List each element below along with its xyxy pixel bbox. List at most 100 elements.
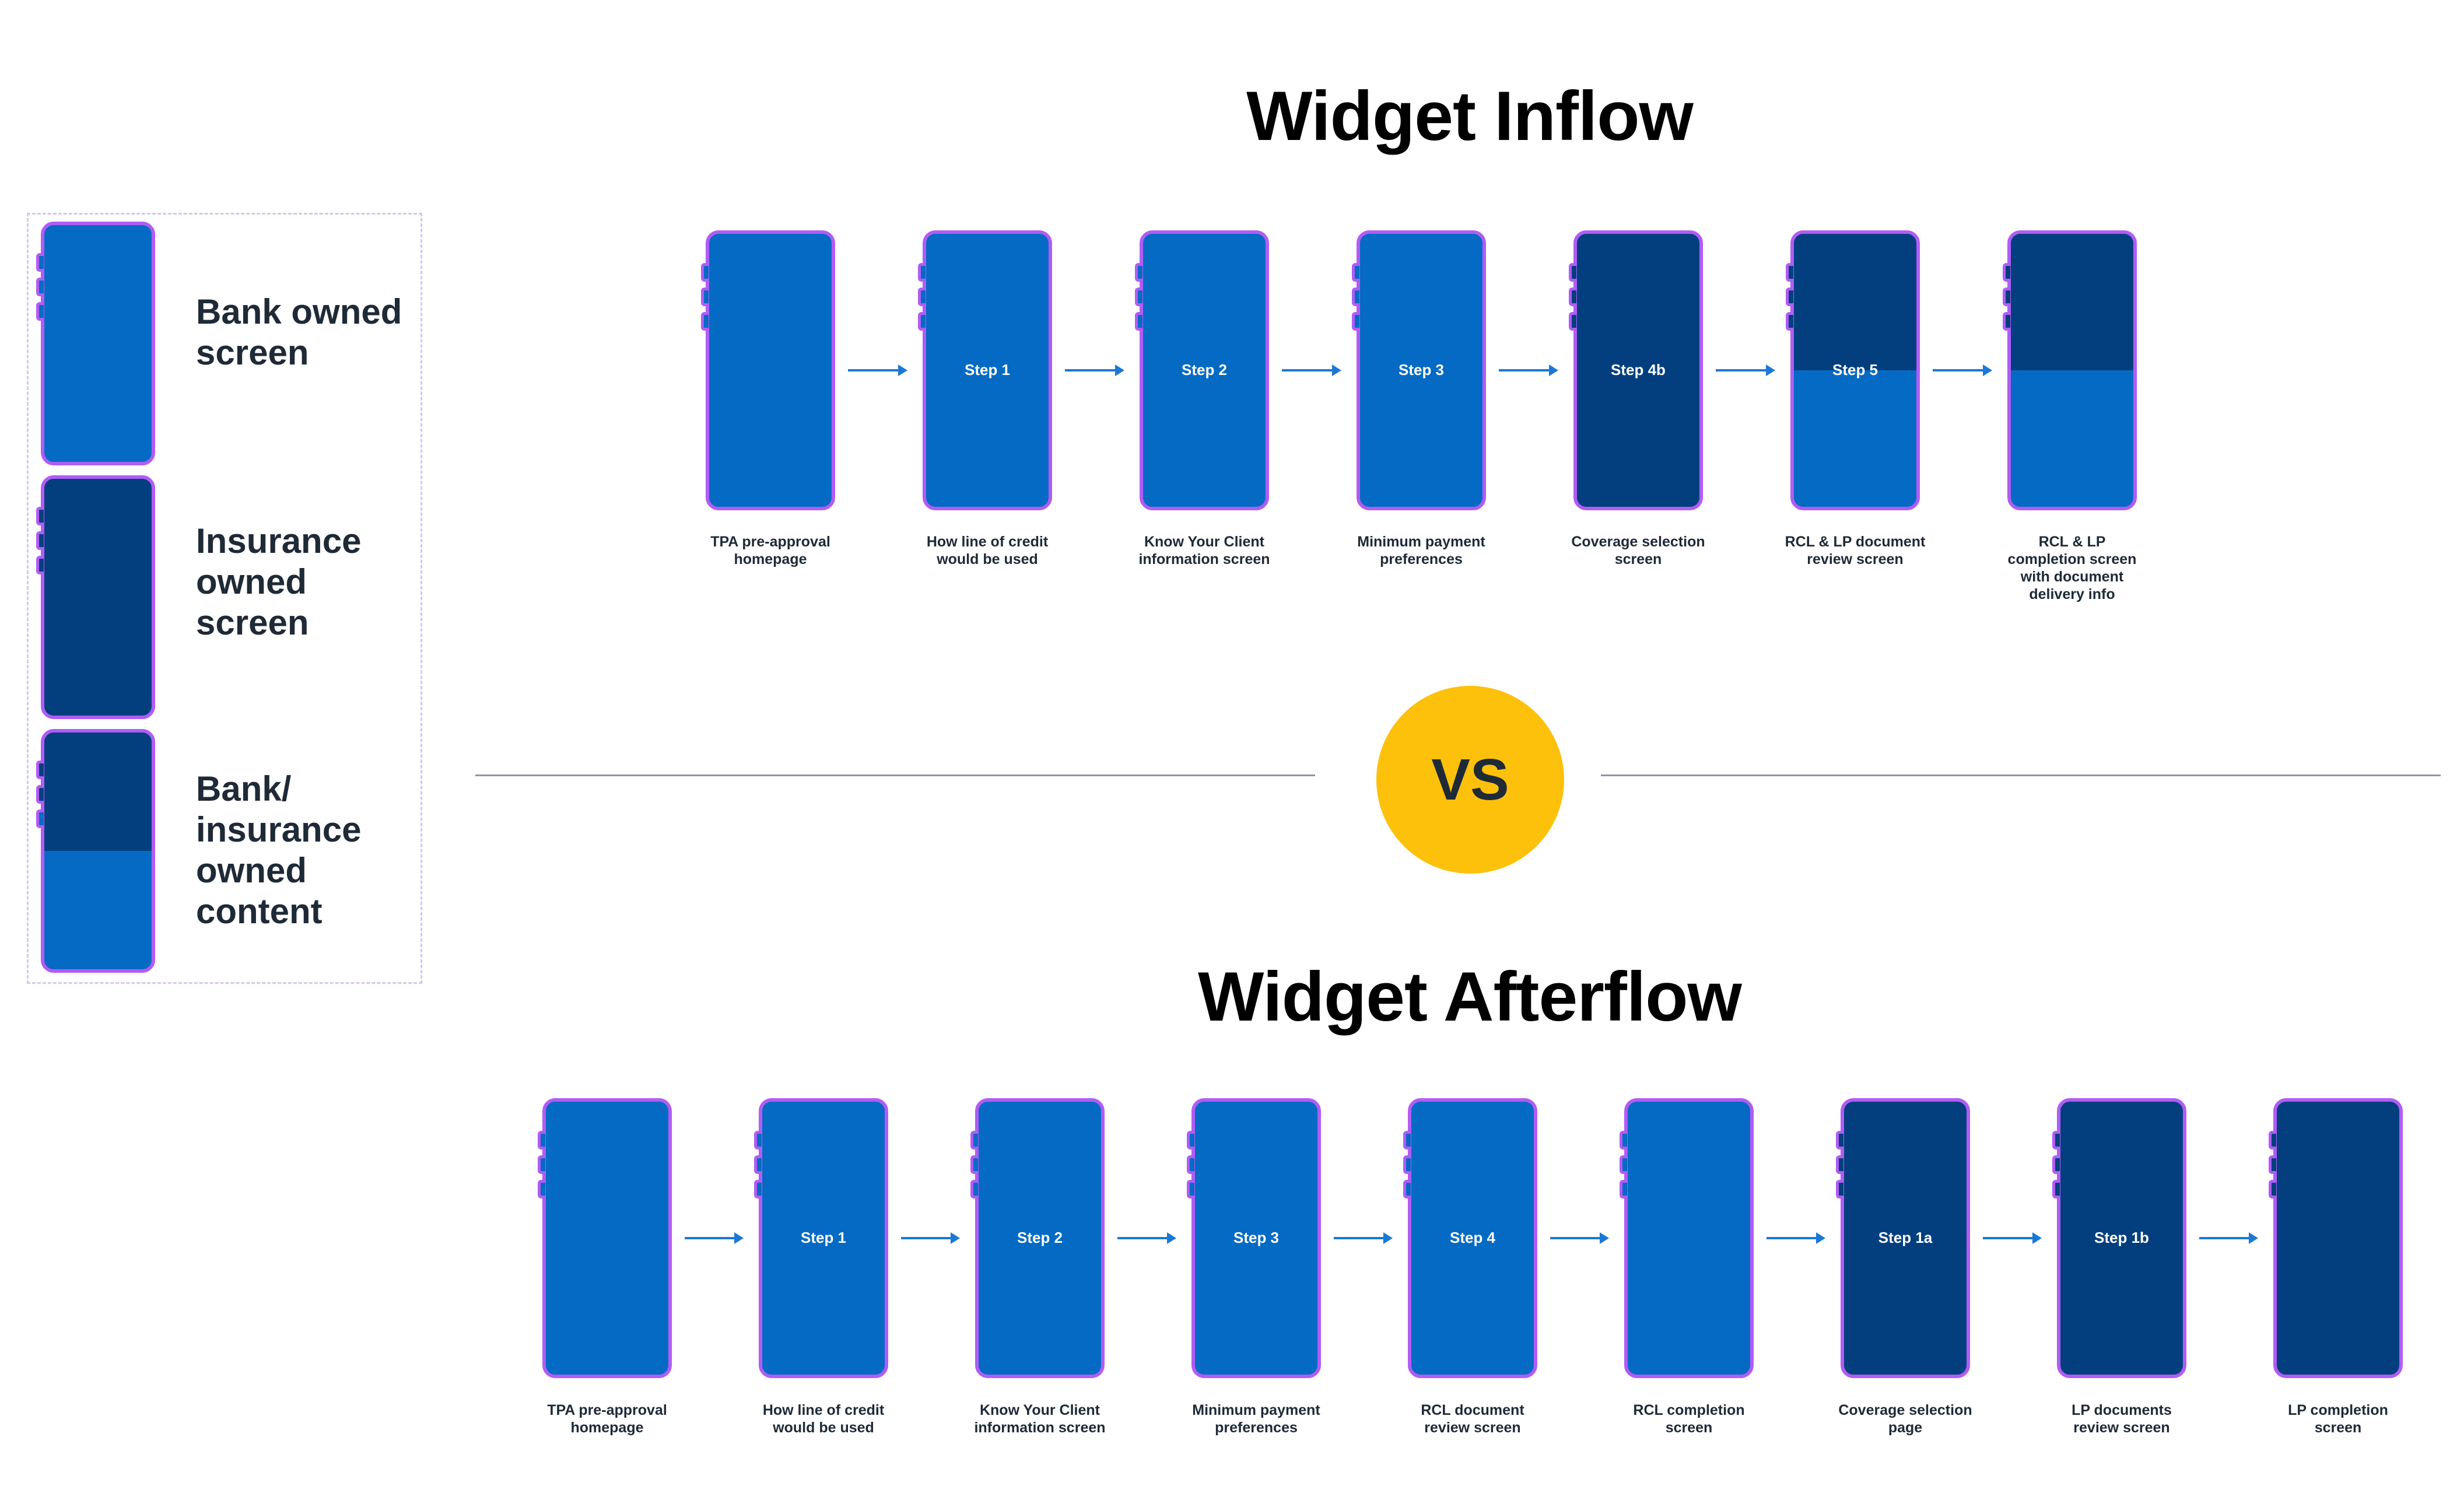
inflow-screen-7 xyxy=(2007,230,2137,510)
caption-line: LP completion xyxy=(2288,1402,2388,1418)
caption-line: preferences xyxy=(1380,551,1463,567)
phone-side-button xyxy=(1569,288,1576,306)
screen-caption: Coverage selection page xyxy=(1818,1401,1993,1436)
phone-side-button xyxy=(2003,263,2010,282)
flow-arrow xyxy=(1716,365,1775,376)
legend-insurance-notch xyxy=(36,531,44,550)
phone-side-button xyxy=(1135,288,1142,306)
caption-line: screen xyxy=(2314,1420,2362,1436)
flow-arrow xyxy=(1766,1232,1825,1244)
caption-line: delivery info xyxy=(2029,586,2115,602)
screen-caption: LP documents review screen xyxy=(2034,1401,2209,1436)
afterflow-title: Widget Afterflow xyxy=(1198,958,1742,1036)
inflow-screen-1 xyxy=(706,230,835,510)
phone-side-button xyxy=(1352,288,1359,306)
flow-arrow xyxy=(1933,365,1992,376)
phone-side-button xyxy=(701,288,709,306)
phone-side-button xyxy=(1403,1180,1411,1198)
phone-side-button xyxy=(1620,1131,1627,1149)
screen-caption: RCL completion screen xyxy=(1601,1401,1776,1436)
caption-line: screen xyxy=(1614,551,1662,567)
legend-mixed-notch xyxy=(36,760,44,779)
phone-side-button xyxy=(918,288,926,306)
caption-line: completion screen xyxy=(2007,551,2137,567)
flow-arrow xyxy=(685,1232,744,1244)
caption-line: review screen xyxy=(1424,1420,1521,1436)
afterflow-screen-6 xyxy=(1624,1098,1754,1378)
phone-side-button xyxy=(918,312,926,331)
caption-line: with document xyxy=(2020,569,2124,585)
screen-caption: Know Your Client information screen xyxy=(1117,533,1292,568)
flow-arrow xyxy=(1117,1232,1176,1244)
phone-side-button xyxy=(2003,288,2010,306)
phone-side-button xyxy=(2052,1155,2060,1174)
phone-side-button xyxy=(1135,312,1142,331)
afterflow-screen-1 xyxy=(542,1098,672,1378)
afterflow-screen-8: Step 1b xyxy=(2057,1098,2186,1378)
step-label: Step 1 xyxy=(964,361,1011,378)
flow-arrow xyxy=(901,1232,960,1244)
legend-insurance-notch xyxy=(36,507,44,525)
screen-caption: How line of credit would be used xyxy=(736,1401,911,1436)
phone-side-button xyxy=(754,1131,762,1149)
flow-arrow xyxy=(1282,365,1341,376)
caption-line: LP documents xyxy=(2072,1402,2172,1418)
phone-side-button xyxy=(701,312,709,331)
screen-caption: LP completion screen xyxy=(2251,1401,2426,1436)
divider-left xyxy=(475,774,1315,776)
flow-arrow xyxy=(1499,365,1558,376)
phone-side-button xyxy=(754,1155,762,1174)
inflow-screen-5: Step 4b xyxy=(1573,230,1703,510)
screen-caption: TPA pre-approval homepage xyxy=(683,533,858,568)
caption-line: RCL & LP xyxy=(2038,534,2106,550)
phone-side-button xyxy=(1836,1131,1843,1149)
caption-line: page xyxy=(1888,1420,1923,1436)
legend-insurance-label: Insurance owned screen xyxy=(196,521,362,642)
phone-side-button xyxy=(2269,1180,2276,1198)
legend-insurance-phone xyxy=(41,475,155,719)
phone-side-button xyxy=(1620,1155,1627,1174)
legend-mixed-label: Bank/ insurance owned content xyxy=(196,769,362,931)
caption-line: TPA pre-approval xyxy=(547,1402,667,1418)
step-label: Step 1 xyxy=(800,1229,847,1246)
legend-bank-phone xyxy=(41,222,155,465)
phone-side-button xyxy=(1836,1155,1843,1174)
caption-line: Minimum payment xyxy=(1192,1402,1320,1418)
inflow-screen-6: Step 5 xyxy=(1790,230,1920,510)
caption-line: RCL & LP document xyxy=(1785,534,1926,550)
caption-line: Know Your Client xyxy=(1144,534,1265,550)
caption-line: screen xyxy=(1665,1420,1713,1436)
step-label: Step 2 xyxy=(1017,1229,1063,1246)
inflow-title: Widget Inflow xyxy=(1246,77,1694,155)
phone-side-button xyxy=(701,263,709,282)
step-label: Step 4b xyxy=(1611,361,1666,378)
caption-line: review screen xyxy=(2073,1420,2170,1436)
screen-caption: RCL & LP completion screen with document de… xyxy=(1985,533,2160,603)
afterflow-screen-5: Step 4 xyxy=(1408,1098,1537,1378)
legend-bank-notch xyxy=(36,253,44,272)
phone-side-button xyxy=(2052,1180,2060,1198)
screen-caption: Coverage selection screen xyxy=(1551,533,1726,568)
phone-side-button xyxy=(1187,1180,1194,1198)
flow-arrow xyxy=(848,365,907,376)
phone-side-button xyxy=(1569,312,1576,331)
phone-side-button xyxy=(538,1180,545,1198)
legend-insurance-notch xyxy=(36,556,44,574)
screen-caption: Minimum payment preferences xyxy=(1169,1401,1344,1436)
phone-side-button xyxy=(2003,312,2010,331)
caption-line: homepage xyxy=(570,1420,644,1436)
screen-caption: Minimum payment preferences xyxy=(1334,533,1509,568)
flow-arrow xyxy=(1065,365,1124,376)
caption-line: information screen xyxy=(974,1420,1106,1436)
screen-caption: Know Your Client information screen xyxy=(952,1401,1127,1436)
screen-caption: How line of credit would be used xyxy=(900,533,1075,568)
flow-arrow xyxy=(1983,1232,2042,1244)
flow-arrow xyxy=(1334,1232,1393,1244)
phone-side-button xyxy=(918,263,926,282)
flow-arrow xyxy=(1550,1232,1609,1244)
legend-mixed-notch xyxy=(36,809,44,828)
step-label: Step 1a xyxy=(1878,1229,1933,1246)
afterflow-screen-3: Step 2 xyxy=(975,1098,1105,1378)
phone-side-button xyxy=(970,1180,978,1198)
step-label: Step 4 xyxy=(1449,1229,1496,1246)
